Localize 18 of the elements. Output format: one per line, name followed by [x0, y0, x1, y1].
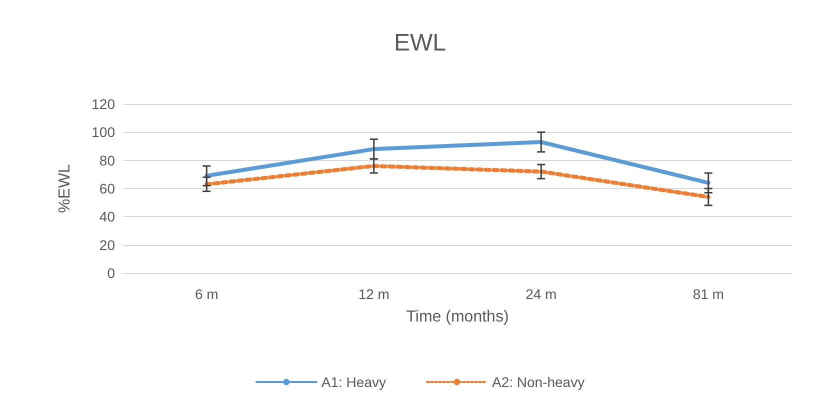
y-tick-label: 40 — [99, 208, 116, 225]
legend-label: A1: Heavy — [321, 374, 386, 390]
line-series — [204, 140, 710, 185]
x-tick-label: 81 m — [692, 286, 724, 302]
x-tick-label: 12 m — [358, 286, 390, 302]
y-tick-label: 20 — [99, 236, 116, 253]
y-tick-label: 120 — [92, 96, 116, 112]
y-tick-label: 60 — [99, 180, 116, 196]
y-tick-label: 100 — [92, 124, 116, 140]
x-axis-title: Time (months) — [406, 308, 509, 326]
chart-title: EWL — [394, 30, 446, 56]
x-tick-label: 6 m — [194, 286, 218, 302]
legend-label: A2: Non-heavy — [492, 374, 585, 390]
y-axis-title: %EWL — [56, 164, 74, 213]
x-tick-label: 24 m — [526, 286, 557, 302]
y-tick-label: 0 — [107, 265, 116, 281]
line-series — [204, 164, 710, 199]
y-tick-label: 80 — [99, 152, 116, 168]
